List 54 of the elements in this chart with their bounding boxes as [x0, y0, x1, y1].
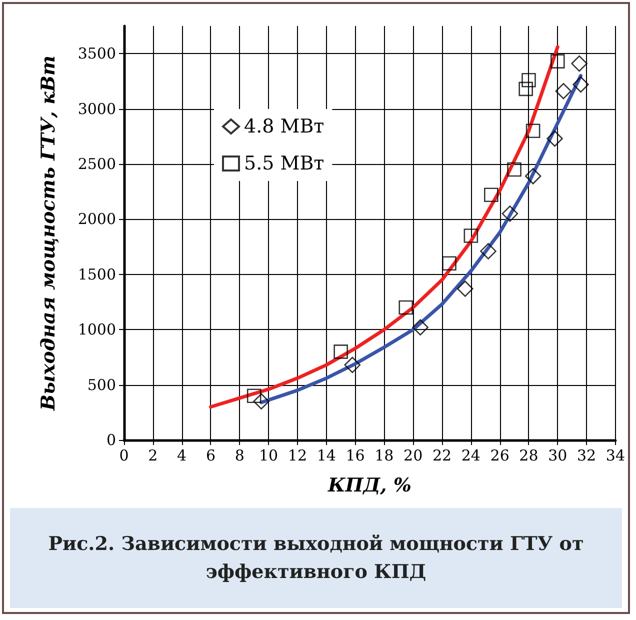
point	[507, 162, 522, 177]
point	[546, 130, 563, 147]
x-tick-label: 30	[548, 446, 568, 464]
x-tick-label: 26	[490, 446, 510, 464]
y-tick-label: 2500	[78, 155, 116, 173]
point	[484, 188, 498, 202]
x-tick-label: 14	[316, 446, 336, 464]
y-tick-label: 1500	[78, 265, 116, 284]
x-axis-title: КПД, %	[327, 474, 412, 496]
point	[334, 344, 348, 359]
point	[571, 55, 588, 72]
x-tick-label: 10	[259, 446, 278, 464]
legend-label: 5.5 МВт	[244, 152, 324, 174]
point	[442, 256, 456, 271]
point	[398, 300, 414, 315]
point	[522, 72, 536, 88]
x-tick-label: 2	[148, 446, 158, 464]
y-tick-label: 500	[87, 376, 116, 394]
text: Рис.2. Зависимости выходной мощности ГТУ от эффективного КПД	[10, 508, 622, 608]
y-tick-label: 2000	[78, 210, 116, 228]
point	[550, 54, 565, 68]
x-tick-label: 12	[288, 446, 307, 464]
y-tick-label: 3500	[78, 44, 116, 63]
x-tick-label: 6	[206, 446, 216, 464]
x-tick-label: 32	[577, 446, 596, 464]
x-tick-label: 18	[374, 446, 394, 464]
x-tick-label: 34	[606, 446, 626, 464]
point	[526, 124, 540, 138]
y-tick-label: 1000	[78, 320, 116, 339]
y-tick-label: 0	[106, 431, 116, 449]
line-series	[208, 45, 560, 409]
x-tick-label: 16	[346, 446, 365, 464]
point	[518, 82, 533, 96]
point	[572, 76, 589, 93]
point	[253, 393, 270, 410]
y-tick-label: 3000	[78, 100, 116, 118]
point	[246, 388, 262, 403]
y-axis-title: Выходная мощность ГТУ, кВт	[38, 55, 60, 412]
point	[480, 243, 496, 260]
x-tick-label: 28	[519, 446, 538, 464]
point	[344, 356, 361, 374]
x-tick-label: 4	[177, 446, 187, 464]
point	[456, 280, 474, 297]
x-tick-label: 24	[461, 446, 480, 464]
x-tick-label: 20	[404, 446, 423, 464]
point	[412, 319, 428, 336]
x-tick-label: 8	[234, 446, 244, 464]
point	[502, 206, 518, 222]
point	[524, 168, 542, 184]
legend-label: 4.8 МВт	[244, 116, 324, 138]
point	[555, 82, 572, 100]
point	[464, 228, 478, 243]
x-tick-label: 0	[119, 446, 129, 464]
x-tick-label: 22	[432, 446, 452, 464]
